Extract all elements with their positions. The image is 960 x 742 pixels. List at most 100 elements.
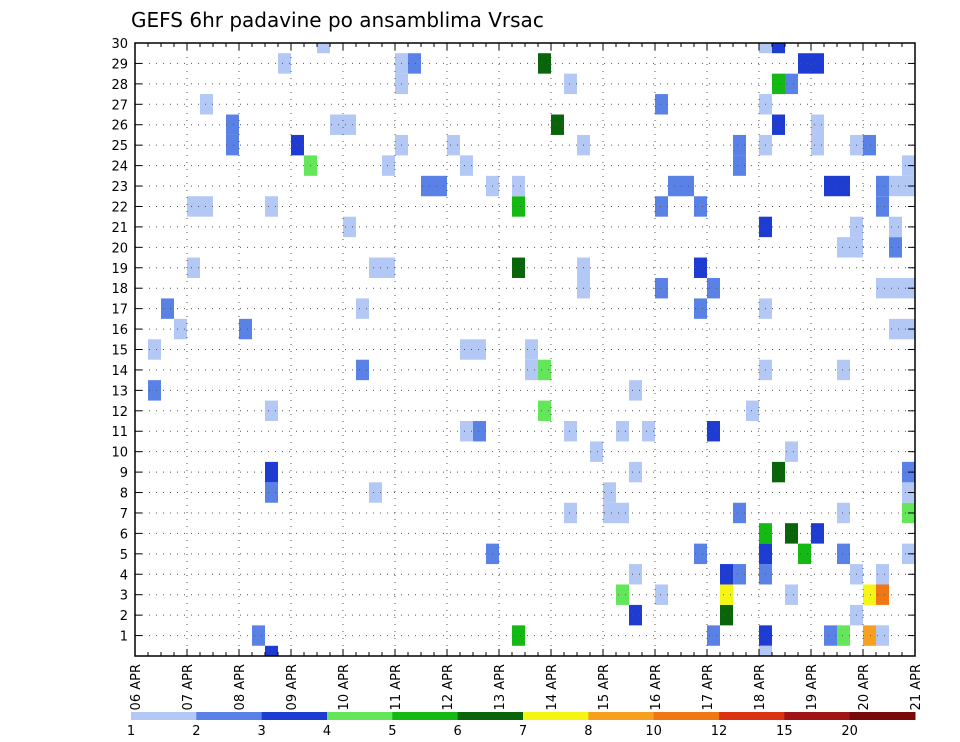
y-tick-label: 23	[111, 180, 128, 195]
precip-cell	[317, 43, 330, 54]
colorbar-swatch	[392, 712, 459, 720]
colorbar-label: 20	[841, 724, 858, 739]
precip-cell	[759, 645, 772, 656]
precip-cell	[551, 114, 564, 135]
precip-cell	[356, 359, 369, 381]
precip-cell	[876, 625, 889, 646]
colorbar: 1 2 3 4 5 6 7 8 10 12 15 20	[127, 712, 916, 739]
x-tick-label: 17 APR	[701, 664, 716, 710]
precip-cell	[655, 584, 668, 605]
x-tick-label: 09 APR	[285, 664, 300, 710]
colorbar-swatch	[131, 712, 197, 720]
precip-cell	[616, 584, 629, 605]
colorbar-label: 2	[192, 724, 200, 739]
precip-cell	[785, 523, 798, 544]
precip-cell	[759, 43, 772, 54]
x-tick-label: 12 APR	[441, 664, 456, 710]
precip-cell	[655, 277, 668, 299]
precip-cell	[343, 216, 356, 238]
precip-cell	[889, 277, 902, 299]
colorbar-label: 7	[519, 724, 527, 739]
precip-cell	[603, 482, 616, 503]
precip-cell	[733, 155, 746, 176]
precip-cell	[837, 625, 850, 646]
y-tick-label: 24	[111, 160, 128, 175]
precip-cell	[148, 339, 161, 360]
x-tick-label: 18 APR	[753, 664, 768, 710]
precip-cell	[174, 318, 187, 340]
precip-cell	[837, 543, 850, 565]
precip-cell	[473, 421, 486, 442]
precip-cell	[356, 298, 369, 319]
precip-cell	[616, 502, 629, 524]
precip-cell	[824, 175, 837, 197]
precip-cell	[746, 400, 759, 422]
precip-cell	[733, 134, 746, 156]
colorbar-swatch	[653, 712, 720, 720]
y-tick-label: 20	[111, 241, 128, 256]
precip-cell	[564, 502, 577, 524]
precip-cell	[629, 380, 642, 401]
y-tick-label: 9	[120, 466, 128, 481]
precip-cell	[538, 400, 551, 422]
precip-cell	[772, 114, 785, 135]
precip-cell	[265, 645, 278, 656]
y-tick-label: 12	[111, 405, 128, 420]
precip-cell	[720, 584, 733, 605]
precip-cell	[837, 502, 850, 524]
y-tick-label: 5	[120, 548, 128, 563]
colorbar-label: 3	[258, 724, 266, 739]
y-tick-label: 26	[111, 119, 128, 134]
y-tick-label: 28	[111, 78, 128, 93]
precip-cell	[382, 257, 395, 278]
precip-cell	[876, 196, 889, 217]
precip-cell	[239, 318, 252, 340]
precip-cell	[876, 564, 889, 585]
y-tick-label: 17	[111, 303, 128, 318]
precip-cell	[811, 114, 824, 135]
precip-cell	[876, 277, 889, 299]
y-tick-label: 11	[111, 425, 128, 440]
y-tick-label: 14	[111, 364, 128, 379]
x-tick-label: 07 APR	[181, 664, 196, 710]
colorbar-swatch	[261, 712, 328, 720]
precip-cell	[629, 564, 642, 585]
precip-cell	[785, 73, 798, 95]
y-tick-label: 25	[111, 139, 128, 154]
y-tick-label: 15	[111, 344, 128, 359]
precip-cell	[889, 175, 902, 197]
y-tick-label: 19	[111, 262, 128, 277]
precip-cell	[863, 584, 876, 605]
precip-cell	[265, 482, 278, 503]
precip-cell	[460, 155, 473, 176]
x-tick-label: 19 APR	[805, 664, 820, 710]
colorbar-label: 6	[454, 724, 462, 739]
y-tick-label: 6	[120, 527, 128, 542]
y-tick-label: 22	[111, 200, 128, 215]
precip-cell	[512, 625, 525, 646]
y-tick-label: 8	[120, 487, 128, 502]
precip-cell	[265, 400, 278, 422]
precip-cell	[343, 114, 356, 135]
y-tick-label: 4	[120, 568, 128, 583]
precip-cell	[785, 584, 798, 605]
precip-cell	[252, 625, 265, 646]
colorbar-swatch	[196, 712, 263, 720]
precip-cell	[811, 53, 824, 74]
precip-cell	[707, 421, 720, 442]
precip-cell	[603, 502, 616, 524]
precip-cells	[148, 43, 915, 656]
precip-cell	[265, 196, 278, 217]
precip-cell	[707, 277, 720, 299]
precip-cell	[447, 134, 460, 156]
y-tick-label: 13	[111, 384, 128, 399]
x-tick-label: 13 APR	[493, 664, 508, 710]
precip-cell	[694, 196, 707, 217]
precip-cell	[772, 461, 785, 483]
precip-cell	[876, 175, 889, 197]
colorbar-swatch	[327, 712, 393, 720]
precip-cell	[148, 380, 161, 401]
precip-cell	[733, 502, 746, 524]
precip-cell	[694, 543, 707, 565]
precip-cell	[538, 359, 551, 381]
